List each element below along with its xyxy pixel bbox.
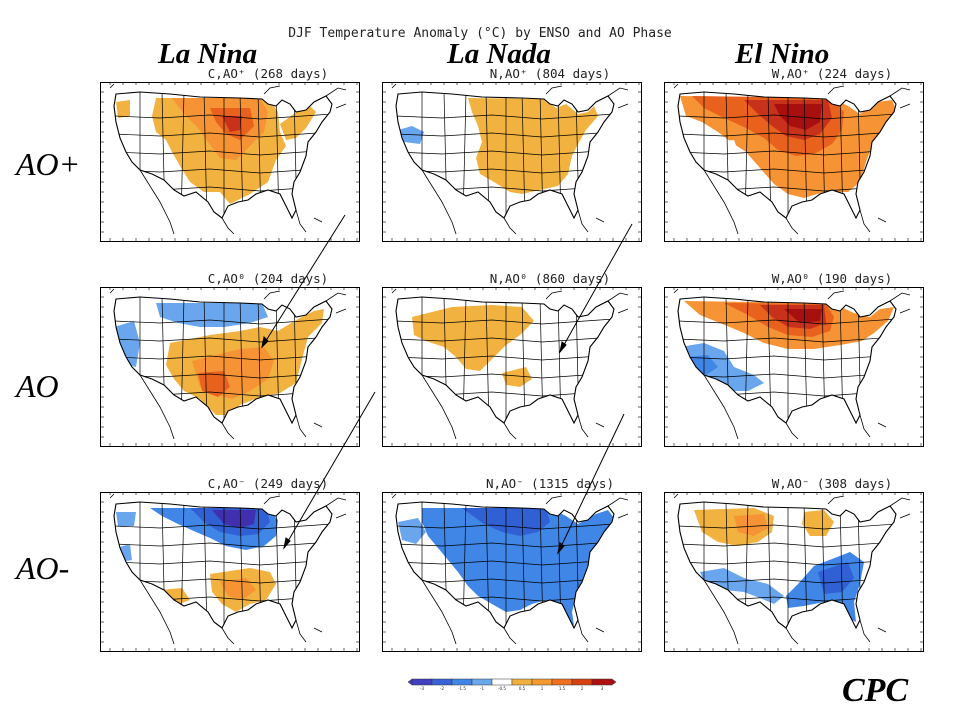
state-borders (396, 92, 614, 218)
colorbar-swatches (407, 678, 617, 686)
column-header-el-nino: El Nino (735, 38, 830, 70)
panel-label-w-ao-pos: W,AO⁺ (224 days) (771, 66, 893, 81)
panel-label-n-ao-neg: N,AO⁻ (1315 days) (486, 476, 614, 491)
colorbar-swatch (451, 678, 473, 686)
colorbar-swatch (531, 678, 553, 686)
map-panel-n-ao-pos (382, 82, 642, 242)
map-ticks (664, 287, 924, 447)
map-ticks (382, 492, 642, 652)
us-temperature-map (100, 82, 360, 242)
colorbar-tick-label: 1.5 (559, 686, 566, 691)
us-outline (113, 91, 333, 220)
row-header-ao-neutral: AO (16, 368, 59, 404)
colorbar-swatch (411, 678, 433, 686)
colorbar-tick-label: -3 (420, 686, 424, 691)
anomaly-shading (412, 305, 534, 387)
row-header-ao-negative: AO- (16, 550, 70, 586)
us-outline (677, 296, 897, 425)
panel-label-w-ao-neg: W,AO⁻ (308 days) (771, 476, 893, 491)
us-temperature-map (100, 492, 360, 652)
panel-label-c-ao-neu: C,AO⁰ (204 days) (207, 271, 329, 286)
colorbar-tick-label: 3 (601, 686, 604, 691)
colorbar-tick-label: -2 (440, 686, 444, 691)
panel-label-w-ao-neu: W,AO⁰ (190 days) (771, 271, 893, 286)
map-ticks (664, 82, 924, 242)
anomaly-shading (680, 301, 894, 391)
us-outline (113, 501, 333, 630)
panel-label-n-ao-neu: N,AO⁰ (860 days) (489, 271, 611, 286)
us-temperature-map (100, 287, 360, 447)
map-ticks (100, 82, 360, 242)
colorbar-tick-label: -0.5 (498, 686, 506, 691)
us-temperature-map (664, 82, 924, 242)
colorbar-swatch (511, 678, 533, 686)
coastlines (673, 83, 911, 235)
column-header-la-nina: La Nina (158, 38, 258, 70)
map-panel-c-ao-pos (100, 82, 360, 242)
us-temperature-map (382, 492, 642, 652)
us-outline (677, 91, 897, 220)
map-panel-w-ao-neg (664, 492, 924, 652)
colorbar-tick-label: 2 (581, 686, 584, 691)
map-panel-w-ao-pos (664, 82, 924, 242)
colorbar-swatch (471, 678, 493, 686)
map-ticks (664, 492, 924, 652)
coastlines (109, 493, 347, 645)
colorbar-swatch (491, 678, 513, 686)
colorbar-tick-label: -1 (480, 686, 484, 691)
colorbar-tick-label: 0.5 (519, 686, 526, 691)
figure-title: DJF Temperature Anomaly (°C) by ENSO and… (288, 26, 672, 41)
column-header-la-nada: La Nada (447, 38, 551, 70)
map-panel-n-ao-neg (382, 492, 642, 652)
colorbar-swatch (591, 678, 613, 686)
colorbar-tick-label: -1.5 (458, 686, 466, 691)
us-temperature-map (382, 82, 642, 242)
row-header-ao-positive: AO+ (16, 146, 81, 182)
us-temperature-map (382, 287, 642, 447)
panel-label-n-ao-pos: N,AO⁺ (804 days) (489, 66, 611, 81)
panel-label-c-ao-neg: C,AO⁻ (249 days) (207, 476, 329, 491)
map-panel-n-ao-neu (382, 287, 642, 447)
colorbar-tick-label: 1 (541, 686, 544, 691)
colorbar-swatch (571, 678, 593, 686)
colorbar: -3 -2 -1.5 -1 -0.5 0.5 1 1.5 2 3 (407, 677, 632, 696)
map-panel-c-ao-neu (100, 287, 360, 447)
colorbar-swatch (551, 678, 573, 686)
coastlines (391, 493, 629, 645)
colorbar-swatch (431, 678, 453, 686)
panel-label-c-ao-pos: C,AO⁺ (268 days) (207, 66, 329, 81)
us-outline (395, 91, 615, 220)
coastlines (673, 288, 911, 440)
footer-cpc: CPC (842, 672, 909, 709)
map-panel-w-ao-neu (664, 287, 924, 447)
coastlines (391, 83, 629, 235)
us-temperature-map (664, 492, 924, 652)
coastlines (673, 493, 911, 645)
us-temperature-map (664, 287, 924, 447)
map-panel-c-ao-neg (100, 492, 360, 652)
us-outline (677, 501, 897, 630)
